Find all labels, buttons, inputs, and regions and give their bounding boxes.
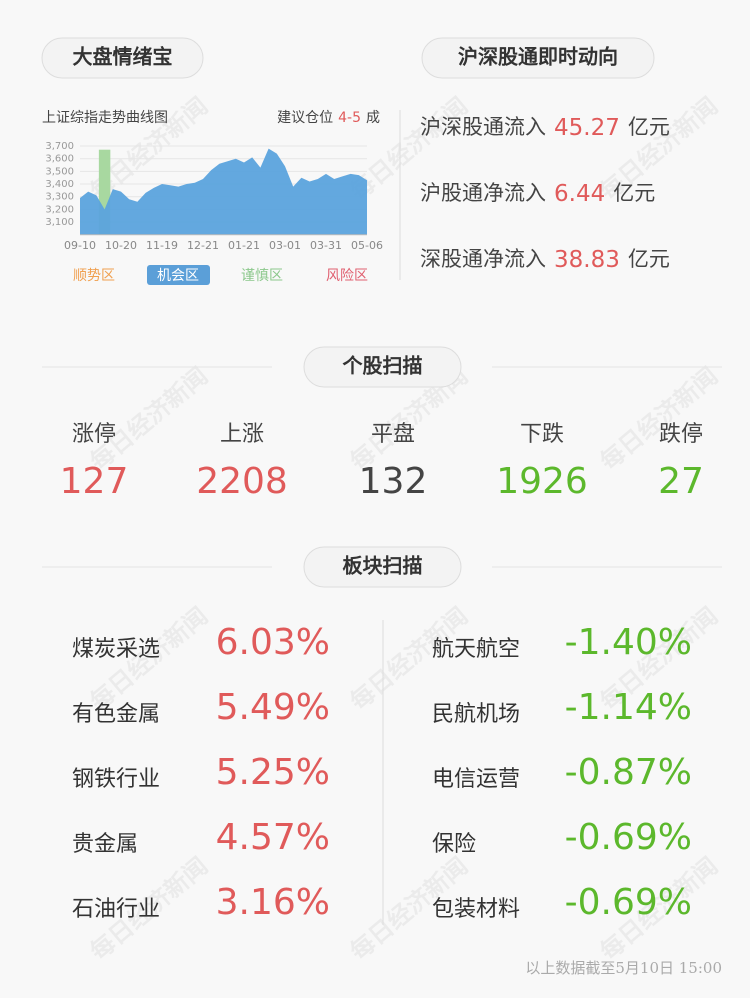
section-title: 大盘情绪宝 [73,45,173,69]
zone-label: 风险区 [326,268,368,284]
sector-value: -0.69% [565,817,692,858]
stock-label: 上涨 [220,422,264,447]
sector-value: -0.69% [565,882,692,923]
sector-name: 石油行业 [72,897,160,922]
stock-value: 27 [658,461,704,502]
stock-label: 涨停 [72,422,116,447]
y-tick-label: 3,700 [45,141,74,152]
flow-name: 深股通净流入 [420,247,546,271]
highlight-zone [98,149,111,235]
sector-name: 贵金属 [72,832,138,857]
sector-name: 民航机场 [432,702,520,727]
stock-value: 127 [60,461,129,502]
watermark: 每日经济新闻 [594,361,723,476]
watermark: 每日经济新闻 [84,361,213,476]
flow-value: 6.44 [554,181,605,207]
sector-value: 6.03% [216,622,330,663]
y-tick-label: 3,200 [45,204,74,215]
pill [303,546,462,588]
sector-name: 有色金属 [72,702,160,727]
sector-value: -1.14% [565,687,692,728]
area [80,148,367,235]
section-title: 板块扫描 [343,554,423,578]
section-title: 沪深股通即时动向 [458,45,618,69]
sector-name: 保险 [432,832,476,857]
stock-value: 1926 [496,461,588,502]
y-tick-label: 3,500 [45,166,74,177]
advice-unit: 成 [366,110,380,126]
sector-name: 航天航空 [432,637,520,662]
sector-value: 5.25% [216,752,330,793]
flow-value: 45.27 [554,115,620,141]
x-tick-label: 01-21 [228,239,260,252]
zone-label: 顺势区 [73,268,115,284]
sector-name: 电信运营 [432,767,520,792]
sector-name: 包装材料 [432,897,520,922]
y-tick-label: 3,600 [45,154,74,165]
sector-name: 煤炭采选 [72,637,160,662]
stock-value: 132 [359,461,428,502]
footer: 以上数据截至5月10日 15:00 [525,959,722,977]
advice-label: 建议仓位 [277,110,333,126]
y-tick-label: 3,300 [45,192,74,203]
sector-value: 5.49% [216,687,330,728]
sector-value: -1.40% [565,622,692,663]
flow-unit: 亿元 [613,181,655,205]
zone-selected [147,265,210,285]
y-tick-label: 3,100 [45,217,74,228]
pill [303,346,462,388]
zone-label: 机会区 [157,268,199,284]
flow-name: 沪深股通流入 [420,115,546,139]
flow-unit: 亿元 [628,115,670,139]
advice-value: 4-5 [338,110,361,126]
flow-item: 沪深股通流入 45.27 亿元 [420,115,670,141]
zone-label: 谨慎区 [241,268,283,284]
y-tick-label: 3,400 [45,179,74,190]
stock-label: 跌停 [659,422,703,447]
x-tick-label: 11-19 [146,239,178,252]
x-tick-label: 10-20 [105,239,137,252]
pill [421,37,655,79]
x-tick-label: 03-31 [310,239,342,252]
stock-value: 2208 [196,461,288,502]
sector-value: 3.16% [216,882,330,923]
x-tick-label: 09-10 [64,239,96,252]
flow-item: 沪股通净流入 6.44 亿元 [420,181,655,207]
chart-title: 上证综指走势曲线图 [42,110,168,126]
advice: 建议仓位 4-5 成 [277,110,380,126]
pill [41,37,204,79]
sector-value: 4.57% [216,817,330,858]
stock-label: 平盘 [371,422,415,447]
section-title: 个股扫描 [342,354,423,378]
sector-name: 钢铁行业 [72,767,160,792]
x-tick-label: 12-21 [187,239,219,252]
x-tick-label: 05-06 [351,239,383,252]
flow-item: 深股通净流入 38.83 亿元 [420,247,670,273]
x-tick-label: 03-01 [269,239,301,252]
sector-value: -0.87% [565,752,692,793]
flow-unit: 亿元 [628,247,670,271]
flow-value: 38.83 [554,247,620,273]
flow-name: 沪股通净流入 [420,181,546,205]
stock-label: 下跌 [520,422,564,447]
